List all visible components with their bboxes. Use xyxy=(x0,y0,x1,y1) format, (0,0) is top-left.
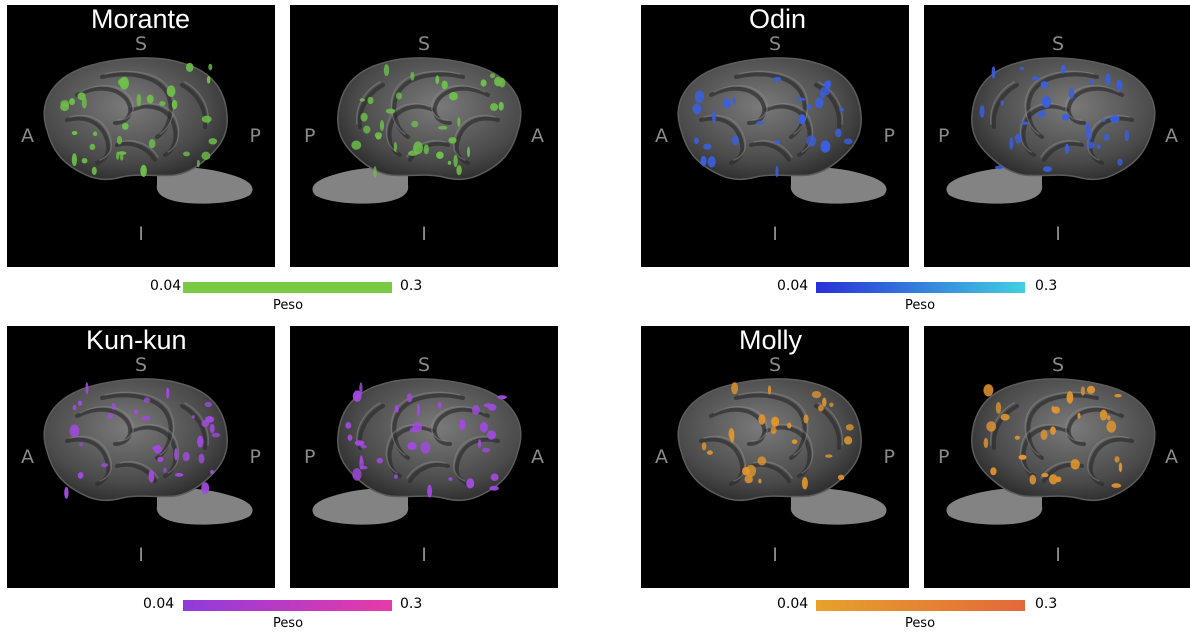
brain-render xyxy=(946,378,1156,525)
orientation-superior-label: S xyxy=(768,354,782,376)
orientation-anterior-label: A xyxy=(655,446,668,468)
orientation-anterior-label: A xyxy=(531,125,544,147)
brain-view-right-hemisphere: S I P A xyxy=(924,326,1190,588)
brain-render xyxy=(312,57,522,204)
colorbar-gradient xyxy=(816,282,1025,293)
colorbar-max-label: 0.3 xyxy=(400,278,423,294)
brain-render xyxy=(43,378,253,525)
orientation-posterior-label: P xyxy=(883,125,895,147)
colorbar: 0.04 0.3 Peso xyxy=(143,596,443,636)
orientation-posterior-label: P xyxy=(938,446,950,468)
brain-view-left-hemisphere: Morante S I A P xyxy=(7,5,275,267)
orientation-anterior-label: A xyxy=(1165,125,1178,147)
orientation-anterior-label: A xyxy=(531,446,544,468)
orientation-anterior-label: A xyxy=(21,125,34,147)
orientation-anterior-label: A xyxy=(21,446,34,468)
orientation-posterior-label: P xyxy=(304,125,316,147)
orientation-superior-label: S xyxy=(1051,354,1065,376)
colorbar-title: Peso xyxy=(272,298,304,313)
orientation-inferior-label: I xyxy=(138,544,144,566)
brain-render xyxy=(677,57,887,204)
orientation-anterior-label: A xyxy=(655,125,668,147)
brain-render xyxy=(677,378,887,525)
colorbar: 0.04 0.3 Peso xyxy=(150,278,450,318)
colorbar: 0.04 0.3 Peso xyxy=(777,278,1077,318)
colorbar-title: Peso xyxy=(904,616,936,631)
subject-name: Odin xyxy=(749,5,807,34)
colorbar-min-label: 0.04 xyxy=(143,596,175,612)
orientation-posterior-label: P xyxy=(938,125,950,147)
brain-render xyxy=(43,57,253,204)
brain-view-right-hemisphere: S I P A xyxy=(290,326,558,588)
brain-view-left-hemisphere: Molly S I A P xyxy=(641,326,909,588)
orientation-inferior-label: I xyxy=(1055,544,1061,566)
brain-view-right-hemisphere: S I P A xyxy=(290,5,558,267)
orientation-inferior-label: I xyxy=(772,223,778,245)
orientation-posterior-label: P xyxy=(304,446,316,468)
colorbar-gradient xyxy=(183,600,392,611)
orientation-superior-label: S xyxy=(134,33,148,55)
subject-name: Molly xyxy=(739,326,803,355)
subject-name: Morante xyxy=(91,5,191,34)
orientation-superior-label: S xyxy=(417,354,431,376)
orientation-inferior-label: I xyxy=(138,223,144,245)
orientation-posterior-label: P xyxy=(883,446,895,468)
colorbar-min-label: 0.04 xyxy=(777,596,809,612)
colorbar-min-label: 0.04 xyxy=(150,278,182,294)
orientation-posterior-label: P xyxy=(249,125,261,147)
colorbar-gradient xyxy=(183,282,392,293)
colorbar-max-label: 0.3 xyxy=(1035,596,1058,612)
orientation-superior-label: S xyxy=(768,33,782,55)
brain-render xyxy=(312,378,522,525)
colorbar-min-label: 0.04 xyxy=(777,278,809,294)
subject-name: Kun-kun xyxy=(86,326,187,355)
orientation-inferior-label: I xyxy=(421,544,427,566)
brain-render xyxy=(946,57,1156,204)
brain-view-left-hemisphere: Kun-kun S I A P xyxy=(7,326,275,588)
orientation-inferior-label: I xyxy=(772,544,778,566)
colorbar-max-label: 0.3 xyxy=(1035,278,1058,294)
orientation-superior-label: S xyxy=(1051,33,1065,55)
colorbar-title: Peso xyxy=(904,298,936,313)
orientation-posterior-label: P xyxy=(249,446,261,468)
colorbar-max-label: 0.3 xyxy=(400,596,423,612)
brain-view-right-hemisphere: S I P A xyxy=(924,5,1190,267)
colorbar-title: Peso xyxy=(272,616,304,631)
colorbar: 0.04 0.3 Peso xyxy=(777,596,1077,636)
colorbar-gradient xyxy=(816,600,1025,611)
orientation-inferior-label: I xyxy=(1055,223,1061,245)
brain-view-left-hemisphere: Odin S I A P xyxy=(641,5,909,267)
orientation-anterior-label: A xyxy=(1165,446,1178,468)
orientation-superior-label: S xyxy=(417,33,431,55)
orientation-inferior-label: I xyxy=(421,223,427,245)
orientation-superior-label: S xyxy=(134,354,148,376)
